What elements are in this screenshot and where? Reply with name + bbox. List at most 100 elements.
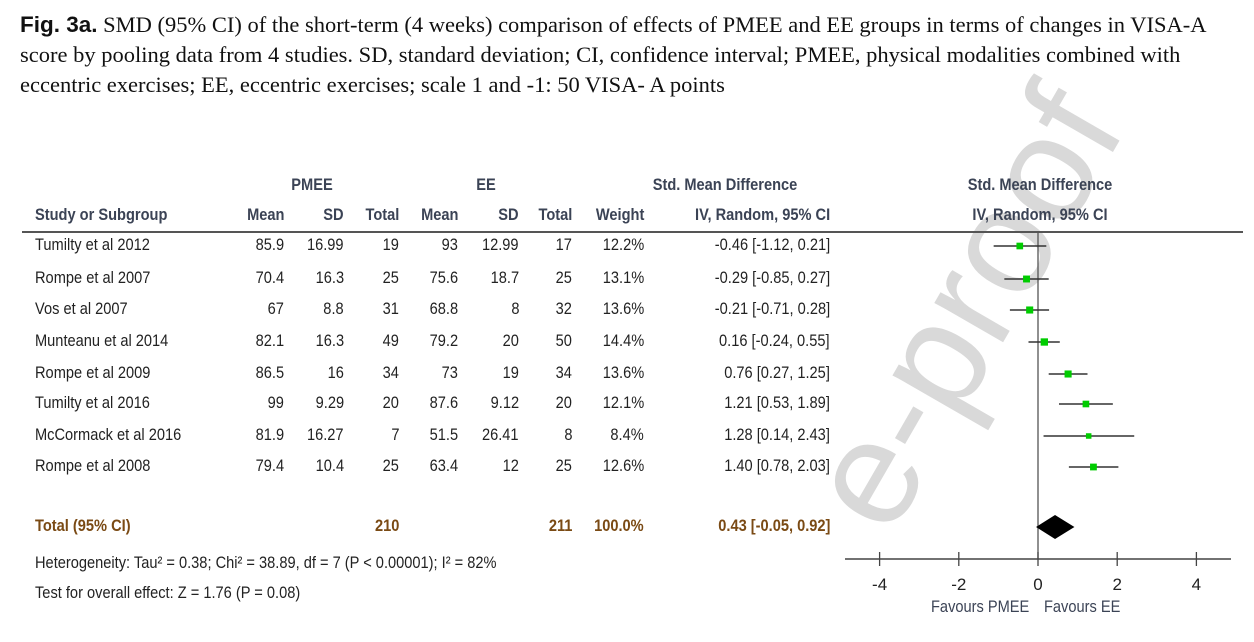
study-name: McCormack et al 2016 [35, 425, 182, 444]
smd-header: Std. Mean Difference [652, 175, 798, 194]
ee-total: 8 [563, 425, 572, 444]
ee-mean: 73 [441, 363, 458, 382]
pmee-sd: 9.29 [315, 393, 344, 412]
study-name: Tumilty et al 2012 [35, 235, 150, 254]
study-name: Vos et al 2007 [35, 299, 128, 318]
pmee-mean: 86.5 [255, 363, 284, 382]
total-ci: 0.43 [-0.05, 0.92] [717, 516, 830, 535]
total2-header: Total [538, 205, 572, 224]
weight: 12.2% [602, 235, 644, 254]
effect-marker [1085, 433, 1092, 439]
weight: 12.1% [602, 393, 644, 412]
x-tick-label: 0 [1033, 575, 1042, 594]
caption-text: SMD (95% CI) of the short-term (4 weeks)… [20, 12, 1206, 97]
smd-ci: 0.76 [0.27, 1.25] [724, 363, 830, 382]
pmee-sd: 8.8 [323, 299, 344, 318]
pooled-diamond [1036, 515, 1075, 539]
ee-sd: 8 [510, 299, 519, 318]
study-name: Tumilty et al 2016 [35, 393, 150, 412]
figure-label: Fig. 3a. [20, 12, 98, 37]
total-n1: 210 [374, 516, 399, 535]
pmee-sd: 16.3 [315, 331, 344, 350]
ee-mean: 93 [441, 235, 458, 254]
ee-total: 32 [555, 299, 572, 318]
weight-header: Weight [595, 205, 644, 224]
pmee-mean: 81.9 [255, 425, 284, 444]
total-label: Total (95% CI) [35, 516, 131, 535]
weight: 13.6% [602, 363, 644, 382]
ee-total: 17 [555, 235, 572, 254]
favours-left-label: Favours PMEE [930, 597, 1029, 616]
effect-marker [1016, 242, 1024, 250]
plot-subheader: IV, Random, 95% CI [972, 205, 1108, 224]
smd-ci: -0.29 [-0.85, 0.27] [714, 268, 830, 287]
pmee-sd: 10.4 [315, 456, 344, 475]
smd-ci: -0.46 [-1.12, 0.21] [714, 235, 830, 254]
overall-effect-text: Test for overall effect: Z = 1.76 (P = 0… [35, 583, 301, 602]
pmee-total: 49 [382, 331, 399, 350]
header-rule [22, 231, 1243, 233]
pmee-mean: 79.4 [255, 456, 284, 475]
pmee-total: 25 [382, 456, 399, 475]
study-name: Rompe et al 2009 [35, 363, 151, 382]
smd-subheader: IV, Random, 95% CI [694, 205, 830, 224]
ee-sd: 18.7 [490, 268, 519, 287]
pmee-total: 19 [382, 235, 399, 254]
pmee-total: 7 [390, 425, 399, 444]
x-tick-label: -2 [951, 575, 966, 594]
ee-sd: 26.41 [482, 425, 519, 444]
mean1-header: Mean [246, 205, 284, 224]
pmee-mean: 67 [267, 299, 284, 318]
effect-marker [1090, 463, 1097, 471]
smd-ci: 1.40 [0.78, 2.03] [724, 456, 830, 475]
sd1-header: SD [323, 205, 344, 224]
heterogeneity-text: Heterogeneity: Tau² = 0.38; Chi² = 38.89… [35, 553, 497, 572]
pmee-total: 20 [382, 393, 399, 412]
ee-sd: 9.12 [490, 393, 519, 412]
study-name: Munteanu et al 2014 [35, 331, 169, 350]
ee-mean: 87.6 [429, 393, 458, 412]
pmee-mean: 82.1 [255, 331, 284, 350]
study-name: Rompe et al 2007 [35, 268, 151, 287]
smd-ci: -0.21 [-0.71, 0.28] [714, 299, 830, 318]
study-column-header: Study or Subgroup [35, 205, 168, 224]
weight: 12.6% [602, 456, 644, 475]
ee-mean: 63.4 [429, 456, 458, 475]
ee-mean: 79.2 [429, 331, 458, 350]
effect-marker [1082, 400, 1090, 408]
ee-mean: 75.6 [429, 268, 458, 287]
weight: 8.4% [610, 425, 644, 444]
ee-total: 25 [555, 268, 572, 287]
x-tick-label: 2 [1112, 575, 1121, 594]
effect-marker [1023, 275, 1030, 283]
weight: 13.1% [602, 268, 644, 287]
smd-ci: 0.16 [-0.24, 0.55] [719, 331, 830, 350]
pmee-sd: 16.27 [307, 425, 344, 444]
pmee-total: 34 [382, 363, 399, 382]
total1-header: Total [365, 205, 399, 224]
plot-header: Std. Mean Difference [967, 175, 1113, 194]
pmee-sd: 16.3 [315, 268, 344, 287]
group1-header: PMEE [291, 175, 333, 194]
sd2-header: SD [498, 205, 519, 224]
favours-right-label: Favours EE [1044, 597, 1121, 616]
effect-marker [1040, 338, 1048, 346]
smd-ci: 1.28 [0.14, 2.43] [724, 425, 830, 444]
study-name: Rompe et al 2008 [35, 456, 151, 475]
pmee-mean: 99 [267, 393, 284, 412]
effect-marker [1026, 306, 1034, 314]
ee-sd: 20 [502, 331, 519, 350]
total-n2: 211 [548, 516, 572, 535]
ee-sd: 12 [502, 456, 519, 475]
pmee-sd: 16 [327, 363, 344, 382]
figure-caption: Fig. 3a. SMD (95% CI) of the short-term … [20, 10, 1220, 100]
weight: 13.6% [602, 299, 644, 318]
group2-header: EE [476, 175, 496, 194]
pmee-mean: 85.9 [255, 235, 284, 254]
pmee-total: 25 [382, 268, 399, 287]
weight: 14.4% [602, 331, 644, 350]
pmee-mean: 70.4 [255, 268, 284, 287]
effect-marker [1064, 370, 1072, 378]
ee-mean: 68.8 [429, 299, 458, 318]
